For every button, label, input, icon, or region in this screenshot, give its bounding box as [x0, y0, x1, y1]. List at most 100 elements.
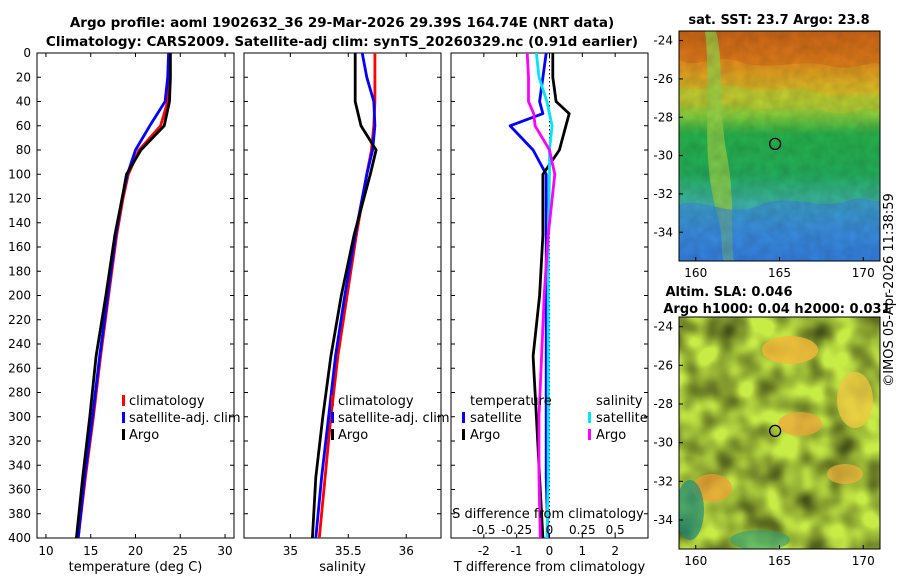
x-tick-label: 15	[83, 544, 98, 558]
s-tick-label: 0.5	[606, 523, 625, 537]
legend-swatch	[462, 429, 465, 440]
depth-tick-label: 200	[8, 289, 31, 303]
depth-tick-label: 60	[16, 119, 31, 133]
depth-tick-label: 280	[8, 386, 31, 400]
depth-tick-label: 160	[8, 240, 31, 254]
x-tick-label: 35	[283, 544, 298, 558]
map-x-tick-label: 165	[768, 266, 791, 280]
depth-tick-label: 240	[8, 337, 31, 351]
temperature-panel: 0 20 40 60 80 100 120 140 160 180 200 220 240 260 280 3…	[8, 46, 241, 575]
sla-map-subtitle: Argo h1000: 0.04 h2000: 0.031	[663, 302, 890, 317]
map-x-tick-label: 170	[852, 554, 875, 568]
map-y-tick-label: -24	[653, 320, 673, 334]
depth-tick-label: 20	[16, 70, 31, 84]
difference-panel: -2 -1 0 1 2 T difference from climatology -0.5…	[450, 52, 649, 575]
x-tick-label: 20	[128, 544, 143, 558]
legend-entry: satellite	[470, 411, 522, 426]
sla-high-1	[762, 336, 818, 364]
map-y-tick-label: -26	[653, 72, 673, 86]
legend-swatch	[462, 412, 465, 423]
map-x-tick-label: 170	[852, 266, 875, 280]
s-tick-label: 0.25	[569, 523, 596, 537]
sst-map-title: sat. SST: 23.7 Argo: 23.8	[688, 13, 869, 28]
s-tick-label: 0	[546, 523, 554, 537]
legend-entry: Argo	[129, 428, 159, 443]
map-x-tick-label: 160	[684, 554, 707, 568]
sla-map-title: Altim. SLA: 0.046	[666, 285, 793, 300]
s-tick-label: -0.5	[472, 523, 495, 537]
legend-swatch	[122, 429, 125, 440]
legend-swatch	[122, 412, 125, 423]
salinity-line-argo	[311, 53, 378, 539]
legend-swatch	[331, 395, 334, 406]
salinity-panel: 35 35.5 36 salinity climatology satellite-adj…	[243, 52, 450, 575]
x-tick-label: -2	[478, 544, 490, 558]
x-tick-label: 30	[217, 544, 232, 558]
depth-tick-label: 140	[8, 216, 31, 230]
depth-tick-label: 300	[8, 410, 31, 424]
legend-entry: climatology	[129, 394, 205, 409]
map-y-tick-label: -32	[653, 187, 673, 201]
map-y-tick-label: -34	[653, 513, 673, 527]
p-temp-frame	[36, 52, 235, 539]
temperature-line-argo	[75, 53, 172, 539]
x-tick-label: 25	[173, 544, 188, 558]
depth-tick-label: 260	[8, 361, 31, 375]
legend-entry: satellite	[596, 411, 648, 426]
map-x-tick-label: 165	[768, 554, 791, 568]
title-line2: Climatology: CARS2009. Satellite-adj cli…	[46, 34, 638, 50]
sla-low-1	[679, 480, 704, 540]
s-axis-label: S difference from climatology	[452, 507, 644, 522]
x-tick-label: 10	[38, 544, 53, 558]
legend-swatch	[588, 429, 591, 440]
x-axis-label: T difference from climatology	[453, 560, 646, 575]
legend-title-temperature: temperature	[470, 394, 552, 409]
legend-entry: climatology	[338, 394, 414, 409]
x-tick-label: 1	[579, 544, 587, 558]
s-tick-label: -0.25	[501, 523, 532, 537]
sla-high-3	[778, 412, 822, 436]
difference-line-t-argo	[531, 53, 571, 539]
depth-tick-label: 320	[8, 434, 31, 448]
difference-line-s-satellite	[535, 52, 554, 539]
depth-tick-label: 360	[8, 483, 31, 497]
difference-line-s-argo	[525, 52, 557, 539]
map-y-tick-label: -26	[653, 358, 673, 372]
depth-tick-label: 340	[8, 458, 31, 472]
legend-entry: Argo	[470, 428, 500, 443]
map-y-tick-label: -28	[653, 397, 673, 411]
x-tick-label: 2	[611, 544, 619, 558]
depth-tick-label: 0	[23, 46, 31, 60]
x-axis-label: salinity	[319, 560, 366, 575]
difference-line-t-satellite	[508, 52, 550, 539]
depth-tick-label: 400	[8, 531, 31, 545]
legend-entry: Argo	[338, 428, 368, 443]
sla-map-panel: Altim. SLA: 0.046 Argo h1000: 0.04 h2000…	[653, 285, 890, 568]
sst-map-panel: sat. SST: 23.7 Argo: 23.8 160 165 170 -24 -2…	[653, 13, 881, 280]
depth-tick-label: 40	[16, 95, 31, 109]
sla-low-2	[730, 530, 790, 549]
imos-timestamp: ©IMOS 05-Apr-2026 11:38:59	[882, 193, 897, 387]
map-y-tick-label: -30	[653, 149, 673, 163]
map-y-tick-label: -28	[653, 110, 673, 124]
legend-swatch	[331, 429, 334, 440]
x-axis-label: temperature (deg C)	[69, 560, 203, 575]
x-tick-label: 0	[546, 544, 554, 558]
x-tick-label: 36	[399, 544, 414, 558]
depth-tick-label: 380	[8, 507, 31, 521]
sla-high-5	[827, 464, 863, 484]
x-tick-label: 35.5	[335, 544, 362, 558]
map-y-tick-label: -34	[653, 225, 673, 239]
map-y-tick-label: -30	[653, 436, 673, 450]
map-y-tick-label: -32	[653, 474, 673, 488]
legend-title-salinity: salinity	[596, 394, 643, 409]
legend-entry: satellite-adj. clim	[129, 411, 241, 426]
depth-tick-label: 80	[16, 143, 31, 157]
depth-tick-label: 220	[8, 313, 31, 327]
depth-tick-label: 120	[8, 192, 31, 206]
sst-argo-location-marker	[768, 137, 782, 151]
map-y-tick-label: -24	[653, 34, 673, 48]
legend-swatch	[331, 412, 334, 423]
sla-argo-location-marker	[768, 424, 782, 438]
